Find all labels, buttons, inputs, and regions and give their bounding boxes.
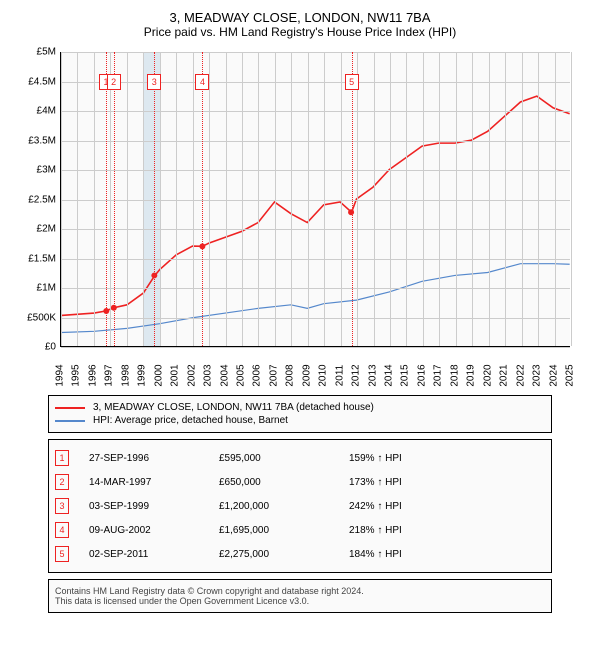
x-axis-label: 2009 [301,361,312,391]
x-axis-label: 2005 [235,361,246,391]
y-axis-label: £4.5M [20,76,56,87]
transaction-row: 3 03-SEP-1999£1,200,000242% ↑ HPI [55,494,545,518]
sale-marker-box: 5 [345,74,359,90]
x-axis-label: 1998 [120,361,131,391]
sale-vline [154,52,155,346]
x-axis-label: 2006 [252,361,263,391]
footnote-line1: Contains HM Land Registry data © Crown c… [55,586,545,596]
y-axis-label: £2.5M [20,194,56,205]
transaction-number: 1 [55,450,69,466]
transaction-price: £2,275,000 [219,549,349,560]
sale-vline [202,52,203,346]
x-axis-label: 2003 [203,361,214,391]
y-axis-label: £500K [20,312,56,323]
x-axis-label: 1994 [55,361,66,391]
sale-vline [352,52,353,346]
sale-marker-box: 3 [147,74,161,90]
transaction-price: £1,695,000 [219,525,349,536]
x-axis-label: 2020 [482,361,493,391]
transaction-price: £595,000 [219,453,349,464]
plot-area: 12345 [60,52,570,347]
legend-label: 3, MEADWAY CLOSE, LONDON, NW11 7BA (deta… [93,402,374,413]
legend-row: 3, MEADWAY CLOSE, LONDON, NW11 7BA (deta… [55,402,545,413]
x-axis-label: 2007 [268,361,279,391]
transaction-price: £650,000 [219,477,349,488]
x-axis-label: 2012 [351,361,362,391]
transaction-row: 2 14-MAR-1997£650,000173% ↑ HPI [55,470,545,494]
transaction-date: 03-SEP-1999 [89,501,219,512]
footnote-box: Contains HM Land Registry data © Crown c… [48,579,552,613]
y-axis-label: £1.5M [20,253,56,264]
x-axis-label: 2011 [334,361,345,391]
x-axis-label: 2023 [532,361,543,391]
transaction-number: 4 [55,522,69,538]
transaction-date: 14-MAR-1997 [89,477,219,488]
transaction-number: 2 [55,474,69,490]
x-axis-label: 2017 [433,361,444,391]
x-axis-label: 1997 [104,361,115,391]
transaction-row: 5 02-SEP-2011£2,275,000184% ↑ HPI [55,542,545,566]
chart-container: 12345 £0£500K£1M£1.5M£2M£2.5M£3M£3.5M£4M… [20,47,580,387]
legend-row: HPI: Average price, detached house, Barn… [55,415,545,426]
sale-vline [106,52,107,346]
transaction-number: 3 [55,498,69,514]
series-line [61,96,569,315]
transaction-date: 27-SEP-1996 [89,453,219,464]
x-axis-label: 1999 [137,361,148,391]
x-axis-label: 2002 [186,361,197,391]
y-axis-label: £4M [20,106,56,117]
transaction-hpi: 159% ↑ HPI [349,453,469,464]
x-axis-label: 2021 [499,361,510,391]
transactions-table: 1 27-SEP-1996£595,000159% ↑ HPI 2 14-MAR-19… [48,439,552,573]
x-axis-label: 2018 [449,361,460,391]
y-axis-label: £1M [20,283,56,294]
y-axis-label: £3M [20,165,56,176]
x-axis-label: 2019 [466,361,477,391]
transaction-row: 4 09-AUG-2002£1,695,000218% ↑ HPI [55,518,545,542]
x-axis-label: 2024 [548,361,559,391]
transaction-hpi: 242% ↑ HPI [349,501,469,512]
legend-swatch [55,407,85,409]
x-axis-label: 2025 [565,361,576,391]
x-axis-label: 2004 [219,361,230,391]
x-axis-label: 2013 [367,361,378,391]
transaction-date: 02-SEP-2011 [89,549,219,560]
x-axis-label: 2016 [416,361,427,391]
x-axis-label: 1996 [87,361,98,391]
chart-subtitle: Price paid vs. HM Land Registry's House … [10,25,590,39]
x-axis-label: 2008 [285,361,296,391]
x-axis-label: 2010 [318,361,329,391]
x-axis-label: 2000 [153,361,164,391]
sale-vline [114,52,115,346]
legend-box: 3, MEADWAY CLOSE, LONDON, NW11 7BA (deta… [48,395,552,433]
legend-swatch [55,420,85,422]
sale-marker-box: 4 [195,74,209,90]
title-block: 3, MEADWAY CLOSE, LONDON, NW11 7BA Price… [10,10,590,39]
y-axis-label: £5M [20,47,56,58]
legend-label: HPI: Average price, detached house, Barn… [93,415,288,426]
sale-marker-box: 2 [107,74,121,90]
transaction-hpi: 184% ↑ HPI [349,549,469,560]
x-axis-label: 2001 [170,361,181,391]
y-axis-label: £2M [20,224,56,235]
x-axis-label: 2014 [384,361,395,391]
x-axis-label: 2015 [400,361,411,391]
x-axis-label: 2022 [515,361,526,391]
chart-title: 3, MEADWAY CLOSE, LONDON, NW11 7BA [10,10,590,25]
transaction-row: 1 27-SEP-1996£595,000159% ↑ HPI [55,446,545,470]
transaction-number: 5 [55,546,69,562]
transaction-hpi: 218% ↑ HPI [349,525,469,536]
transaction-price: £1,200,000 [219,501,349,512]
transaction-hpi: 173% ↑ HPI [349,477,469,488]
footnote-line2: This data is licensed under the Open Gov… [55,596,545,606]
y-axis-label: £0 [20,342,56,353]
x-axis-label: 1995 [71,361,82,391]
transaction-date: 09-AUG-2002 [89,525,219,536]
y-axis-label: £3.5M [20,135,56,146]
